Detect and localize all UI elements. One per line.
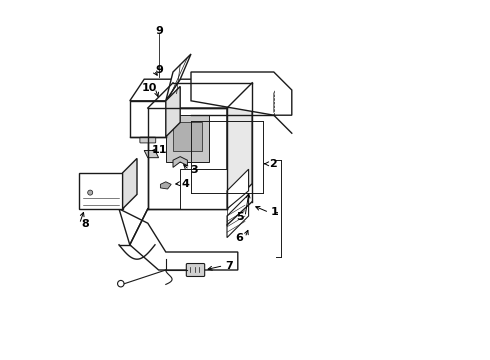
Polygon shape: [130, 79, 180, 101]
Polygon shape: [79, 173, 122, 209]
Text: 8: 8: [81, 219, 89, 229]
Polygon shape: [227, 194, 248, 238]
Text: 10: 10: [142, 83, 157, 93]
Text: 7: 7: [225, 261, 233, 271]
Text: 5: 5: [236, 212, 244, 222]
Text: 1: 1: [270, 207, 278, 217]
Polygon shape: [166, 86, 180, 137]
Circle shape: [88, 190, 93, 195]
Text: 11: 11: [151, 145, 167, 156]
Polygon shape: [144, 150, 159, 158]
Polygon shape: [122, 158, 137, 209]
Polygon shape: [119, 209, 238, 270]
Polygon shape: [166, 115, 209, 162]
FancyBboxPatch shape: [140, 137, 156, 143]
Polygon shape: [130, 101, 166, 137]
Polygon shape: [191, 72, 292, 115]
Polygon shape: [180, 169, 227, 209]
Text: 2: 2: [269, 159, 277, 169]
Polygon shape: [227, 79, 252, 209]
Polygon shape: [166, 54, 191, 101]
Polygon shape: [148, 108, 227, 209]
Polygon shape: [227, 169, 248, 209]
Text: 4: 4: [182, 179, 190, 189]
Text: 6: 6: [236, 233, 244, 243]
Text: 9: 9: [155, 65, 163, 75]
Text: 3: 3: [191, 165, 198, 175]
Polygon shape: [173, 157, 187, 167]
Polygon shape: [148, 79, 252, 108]
Polygon shape: [173, 122, 202, 151]
FancyBboxPatch shape: [186, 264, 205, 276]
Text: 9: 9: [155, 26, 163, 36]
Polygon shape: [160, 182, 171, 189]
